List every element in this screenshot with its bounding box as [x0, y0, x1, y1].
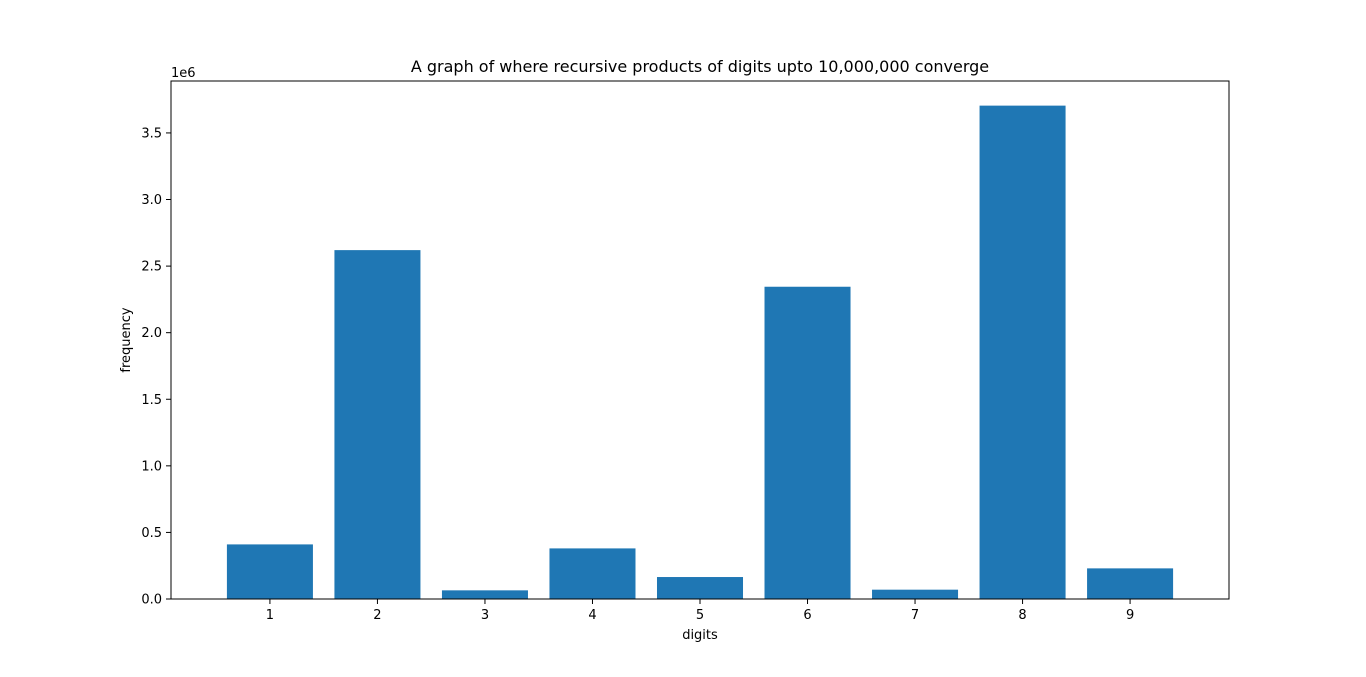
x-tick-label: 5 [696, 608, 704, 623]
x-tick-label: 2 [373, 608, 381, 623]
bar-digit-6 [764, 286, 851, 599]
y-tick-label: 3.0 [141, 193, 162, 208]
bar-digit-3 [441, 590, 528, 599]
y-tick-label: 0.0 [141, 593, 162, 608]
y-tick-label: 0.5 [141, 526, 162, 541]
x-tick-label: 4 [588, 608, 596, 623]
y-tick-label: 3.5 [141, 126, 162, 141]
x-tick-label: 9 [1126, 608, 1134, 623]
y-offset-label: 1e6 [171, 66, 196, 81]
bar-digit-2 [334, 250, 421, 599]
x-tick-label: 3 [481, 608, 489, 623]
bar-digit-4 [549, 548, 636, 599]
bar-digit-8 [979, 105, 1066, 599]
y-axis-label: frequency [119, 307, 134, 373]
y-tick-label: 1.0 [141, 459, 162, 474]
bar-digit-9 [1087, 568, 1174, 599]
x-axis-label: digits [682, 628, 718, 643]
y-tick-label: 2.5 [141, 260, 162, 275]
chart-title: A graph of where recursive products of d… [411, 57, 989, 76]
bar-digit-7 [872, 589, 959, 599]
x-tick-label: 1 [266, 608, 274, 623]
plot-frame [170, 80, 1230, 600]
y-axis-ticks: 0.0 0.5 1.0 1.5 2.0 2.5 3.0 3.5 [141, 126, 171, 608]
x-tick-label: 8 [1018, 608, 1026, 623]
y-tick-label: 1.5 [141, 393, 162, 408]
bar-digit-5 [656, 577, 744, 599]
x-tick-label: 7 [911, 608, 919, 623]
x-axis-ticks: 1 2 3 4 5 6 7 8 9 [266, 599, 1134, 623]
bars-layer [226, 105, 1174, 599]
y-tick-label: 2.0 [141, 326, 162, 341]
bar-digit-1 [226, 544, 313, 599]
x-tick-label: 6 [803, 608, 811, 623]
